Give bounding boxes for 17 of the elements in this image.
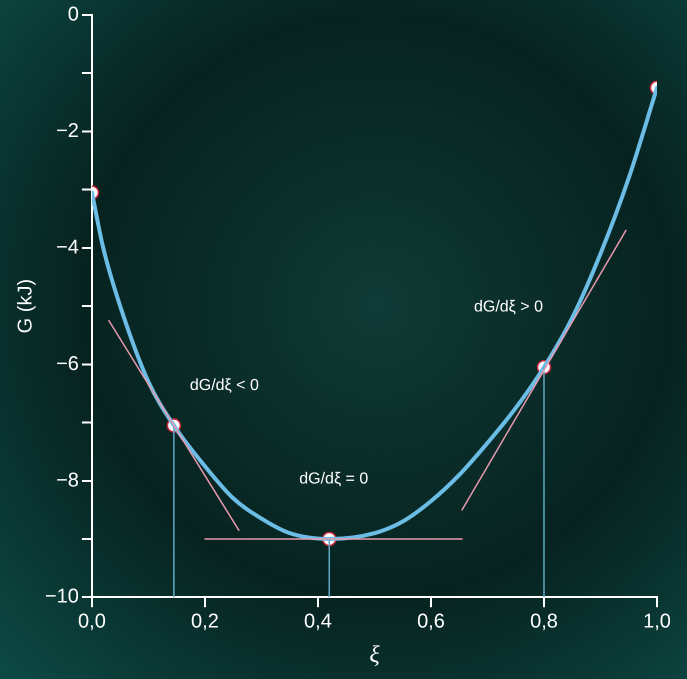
y-tick-label: −8 [56,469,79,492]
y-tick-label: −2 [56,120,79,142]
x-tick-label: 0,4 [304,610,332,633]
x-tick-label: 0,6 [417,610,445,633]
x-tick-label: 0,0 [78,610,106,633]
x-tick-label: 1,0 [643,610,671,633]
y-tick-label: 0 [68,4,79,26]
x-tick-label: 0,8 [530,610,558,633]
annotation: dG/dξ < 0 [190,376,259,394]
y-tick-label: −10 [44,586,79,608]
x-axis-title: ξ [369,642,380,668]
y-tick-label: −6 [56,352,79,375]
annotation: dG/dξ > 0 [474,298,544,316]
x-tick-label: 0,2 [191,610,219,633]
y-tick-label: −4 [56,236,79,258]
y-axis-title: G (kJ) [14,278,37,334]
annotation: dG/dξ = 0 [299,470,368,488]
